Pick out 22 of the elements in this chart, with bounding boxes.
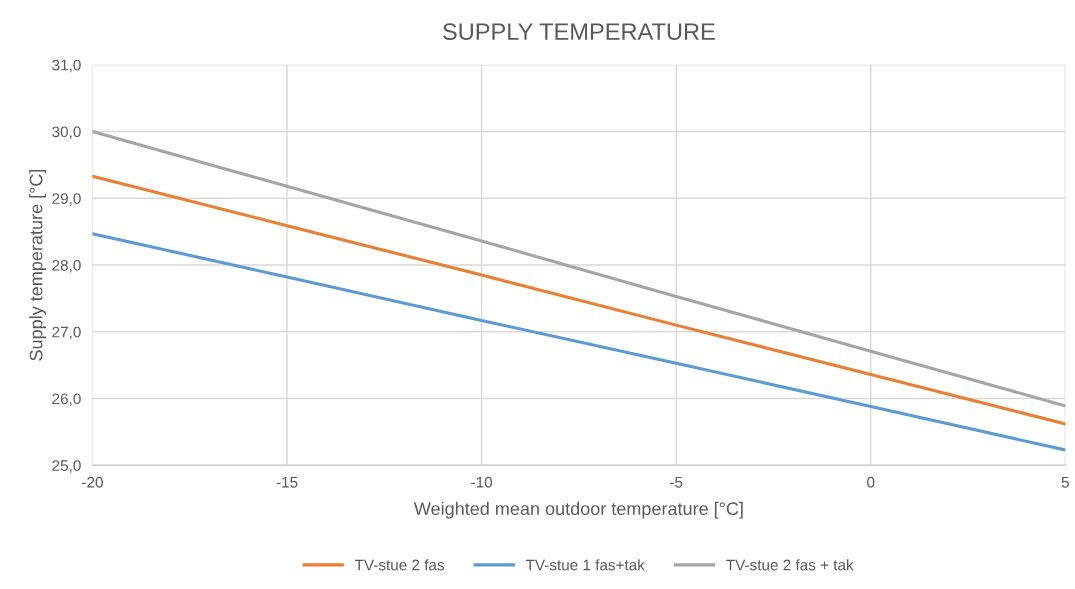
- y-tick-label: 28,0: [52, 259, 81, 273]
- x-tick-label: -5: [670, 476, 683, 488]
- x-tick-label: -15: [276, 476, 298, 488]
- legend-label: TV-stue 2 fas: [354, 559, 445, 571]
- y-tick-label: 27,0: [52, 326, 81, 340]
- line-series: [92, 232, 1066, 452]
- line-series: [92, 130, 1066, 408]
- legend-label: TV-stue 2 fas + tak: [726, 559, 854, 571]
- x-axis-title: Weighted mean outdoor temperature [°C]: [413, 501, 743, 519]
- y-axis-title: Supply temperature [°C]: [29, 169, 47, 361]
- legend-label: TV-stue 1 fas+tak: [525, 559, 645, 571]
- chart-title: SUPPLY TEMPERATURE: [443, 23, 715, 41]
- y-tick-label: 29,0: [52, 193, 81, 206]
- x-tick-label: -10: [471, 476, 493, 488]
- x-tick-label: 0: [867, 476, 875, 488]
- x-tick-label: -20: [82, 476, 103, 488]
- y-tick-label: 31,0: [52, 59, 81, 73]
- line-series: [92, 174, 1066, 426]
- y-tick-label: 26,0: [52, 393, 81, 407]
- y-tick-label: 30,0: [52, 126, 81, 140]
- y-tick-label: 25,0: [52, 460, 81, 473]
- x-tick-label: 5: [1061, 476, 1069, 488]
